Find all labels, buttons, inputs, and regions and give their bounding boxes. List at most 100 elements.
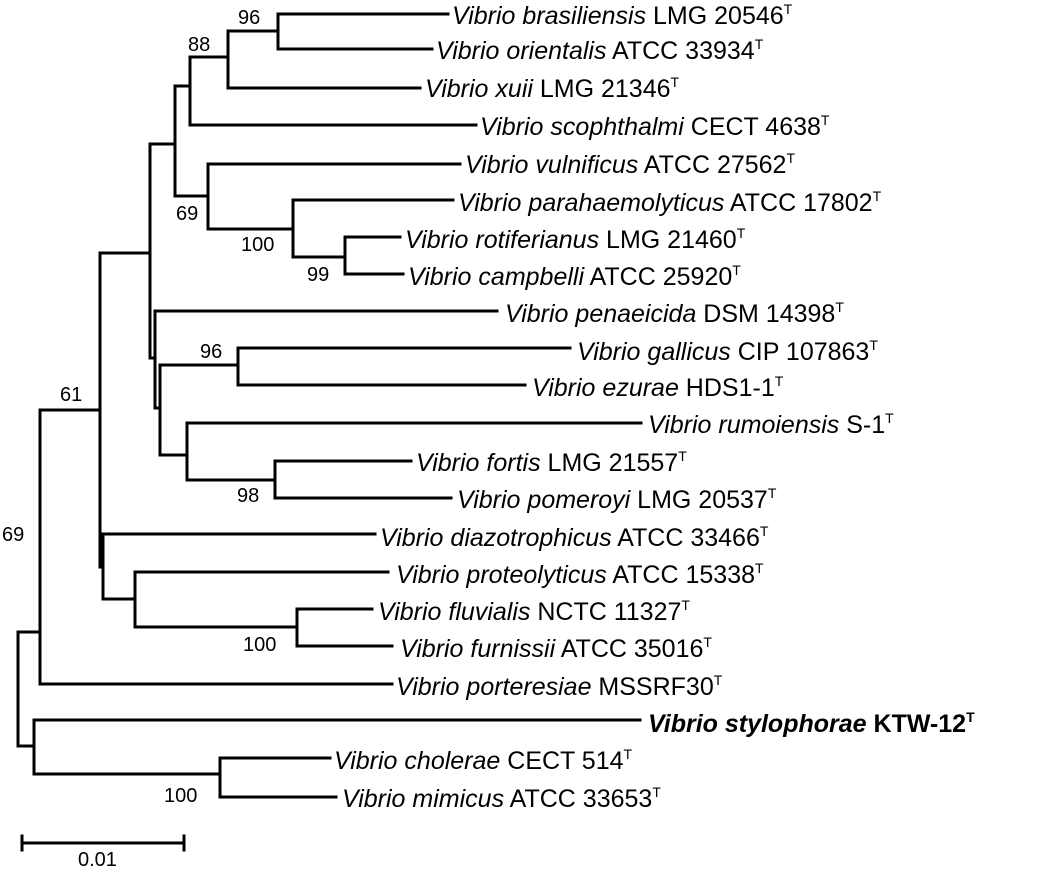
taxon-strain: LMG 21460 [599,226,737,254]
taxon-strain: LMG 20537 [630,486,768,514]
taxon-strain: LMG 21557 [541,449,679,477]
type-strain-superscript: T [755,560,764,576]
taxon-label: Vibrio scophthalmi CECT 4638T [480,112,830,141]
taxon-species-name: Vibrio parahaemolyticus [458,189,724,217]
taxon-label: Vibrio pomeroyi LMG 20537T [457,485,777,514]
type-strain-superscript: T [873,188,882,204]
tree-branches [16,12,643,799]
taxon-label: Vibrio penaeicida DSM 14398T [505,299,844,328]
bootstrap-value: 61 [60,384,82,406]
type-strain-superscript: T [966,709,975,725]
taxon-species-name: Vibrio rotiferianus [405,226,599,254]
taxon-label: Vibrio orientalis ATCC 33934T [436,36,764,65]
bootstrap-value: 96 [200,341,222,363]
taxon-species-name: Vibrio ezurae [532,374,679,402]
taxon-strain: ATCC 15338 [607,561,755,589]
taxon-strain: HDS1-1 [679,374,775,402]
taxon-label: Vibrio diazotrophicus ATCC 33466T [380,523,769,552]
taxon-label: Vibrio fortis LMG 21557T [416,448,687,477]
bootstrap-value: 100 [164,785,197,807]
type-strain-superscript: T [671,74,680,90]
taxon-strain: CECT 514 [500,747,623,775]
taxon-species-name: Vibrio fortis [416,449,541,477]
taxon-label: Vibrio proteolyticus ATCC 15338T [396,560,764,589]
taxon-species-name: Vibrio vulnificus [465,151,638,179]
taxon-species-name: Vibrio xuii [425,75,534,103]
taxon-strain: NCTC 11327 [530,598,681,626]
taxon-label: Vibrio rotiferianus LMG 21460T [405,225,746,254]
taxon-strain: DSM 14398 [696,300,835,328]
taxon-label: Vibrio furnissii ATCC 35016T [400,634,712,663]
bootstrap-value: 96 [238,7,260,29]
taxon-label: Vibrio xuii LMG 21346T [425,74,680,103]
type-strain-superscript: T [624,746,633,762]
taxon-strain: CIP 107863 [731,338,870,366]
taxon-label: Vibrio cholerae CECT 514T [334,746,633,775]
taxon-strain: ATCC 33934 [606,37,754,65]
taxon-label: Vibrio fluvialis NCTC 11327T [378,597,690,626]
taxon-label: Vibrio ezurae HDS1-1T [532,373,784,402]
taxon-species-name: Vibrio porteresiae [396,673,591,701]
type-strain-superscript: T [678,448,687,464]
type-strain-superscript: T [786,150,795,166]
type-strain-superscript: T [760,523,769,539]
taxon-label: Vibrio gallicus CIP 107863T [577,337,878,366]
taxon-species-name: Vibrio pomeroyi [457,486,632,514]
type-strain-superscript: T [737,225,746,241]
taxon-strain: ATCC 35016 [555,635,703,663]
taxon-label: Vibrio vulnificus ATCC 27562T [465,150,795,179]
bootstrap-value: 100 [241,234,274,256]
taxon-strain: LMG 21346 [533,75,671,103]
bootstrap-value: 99 [307,264,329,286]
type-strain-superscript: T [821,112,830,128]
taxon-strain: ATCC 17802 [724,189,872,217]
taxon-species-name: Vibrio brasiliensis [452,2,646,30]
taxon-species-name: Vibrio fluvialis [378,598,530,626]
type-strain-superscript: T [768,485,777,501]
type-strain-superscript: T [652,784,661,800]
type-strain-superscript: T [775,373,784,389]
bootstrap-values: 96 88 69 100 99 96 98 100 61 69 100 [2,7,329,807]
taxon-strain: MSSRF30 [591,673,713,701]
taxon-strain: ATCC 27562 [638,151,786,179]
taxon-strain: LMG 20546 [646,2,784,30]
taxon-label: Vibrio stylophorae KTW-12T [648,709,975,738]
scale-bar-label: 0.01 [78,849,117,870]
taxon-label: Vibrio parahaemolyticus ATCC 17802T [458,188,882,217]
taxon-species-name: Vibrio proteolyticus [396,561,607,589]
taxon-strain: KTW-12 [867,710,967,738]
type-strain-superscript: T [714,672,723,688]
bootstrap-value: 88 [188,34,210,56]
taxon-species-name: Vibrio furnissii [400,635,557,663]
bootstrap-value: 100 [243,634,276,656]
taxon-species-name: Vibrio penaeicida [505,300,696,328]
taxon-strain: ATCC 25920 [584,263,732,291]
bootstrap-value: 69 [2,524,24,546]
type-strain-superscript: T [784,1,793,17]
type-strain-superscript: T [885,410,894,426]
scale-bar: 0.01 [20,834,186,870]
taxon-strain: S-1 [839,411,885,439]
type-strain-superscript: T [869,337,878,353]
taxon-species-name: Vibrio diazotrophicus [380,524,612,552]
taxon-label: Vibrio campbelli ATCC 25920T [408,262,741,291]
taxon-species-name: Vibrio stylophorae [648,710,867,738]
taxon-strain: ATCC 33466 [612,524,760,552]
taxon-strain: ATCC 33653 [504,785,652,813]
type-strain-superscript: T [755,36,764,52]
taxon-label: Vibrio mimicus ATCC 33653T [342,784,661,813]
taxon-label: Vibrio porteresiae MSSRF30T [396,672,723,701]
taxon-species-name: Vibrio mimicus [342,785,504,813]
type-strain-superscript: T [703,634,712,650]
bootstrap-value: 69 [176,203,198,225]
taxon-species-name: Vibrio rumoiensis [648,411,839,439]
taxon-species-name: Vibrio campbelli [408,263,585,291]
taxon-label: Vibrio rumoiensis S-1T [648,410,894,439]
taxon-label: Vibrio brasiliensis LMG 20546T [452,1,793,30]
taxon-strain: CECT 4638 [684,113,821,141]
taxon-species-name: Vibrio gallicus [577,338,731,366]
type-strain-superscript: T [681,597,690,613]
